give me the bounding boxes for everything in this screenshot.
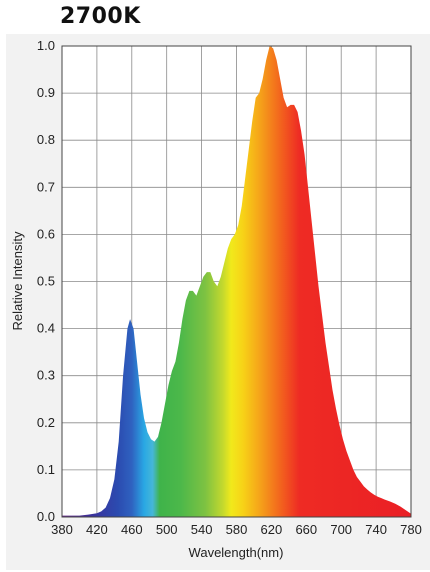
y-tick-label: 0.2 [37,415,55,430]
y-tick-label: 0.9 [37,85,55,100]
x-tick-label: 740 [365,522,387,537]
x-tick-label: 620 [261,522,283,537]
y-tick-labels: 0.0 0.1 0.2 0.3 0.4 0.5 0.6 0.7 0.8 0.9 1.0 [37,38,55,524]
x-tick-label: 660 [295,522,317,537]
y-tick-label: 0.0 [37,509,55,524]
y-tick-label: 0.4 [37,321,55,336]
x-axis-label: Wavelength(nm) [189,545,284,560]
chart-title: 2700K [60,4,141,29]
y-tick-label: 0.7 [37,179,55,194]
x-tick-label: 500 [156,522,178,537]
x-tick-labels: 380 420 460 500 540 580 620 660 700 740 780 [51,522,422,537]
plot-frame [61,45,412,518]
x-tick-label: 780 [400,522,422,537]
y-tick-label: 1.0 [37,38,55,53]
y-axis-label: Relative Intensity [10,231,25,330]
y-tick-label: 0.1 [37,462,55,477]
x-tick-label: 700 [330,522,352,537]
x-tick-label: 380 [51,522,73,537]
x-tick-label: 460 [121,522,143,537]
y-tick-label: 0.8 [37,132,55,147]
y-tick-label: 0.3 [37,368,55,383]
x-tick-label: 420 [86,522,108,537]
spectrum-area [62,46,411,517]
y-tick-label: 0.6 [37,226,55,241]
x-tick-label: 540 [191,522,213,537]
y-tick-label: 0.5 [37,274,55,289]
x-tick-label: 580 [226,522,248,537]
